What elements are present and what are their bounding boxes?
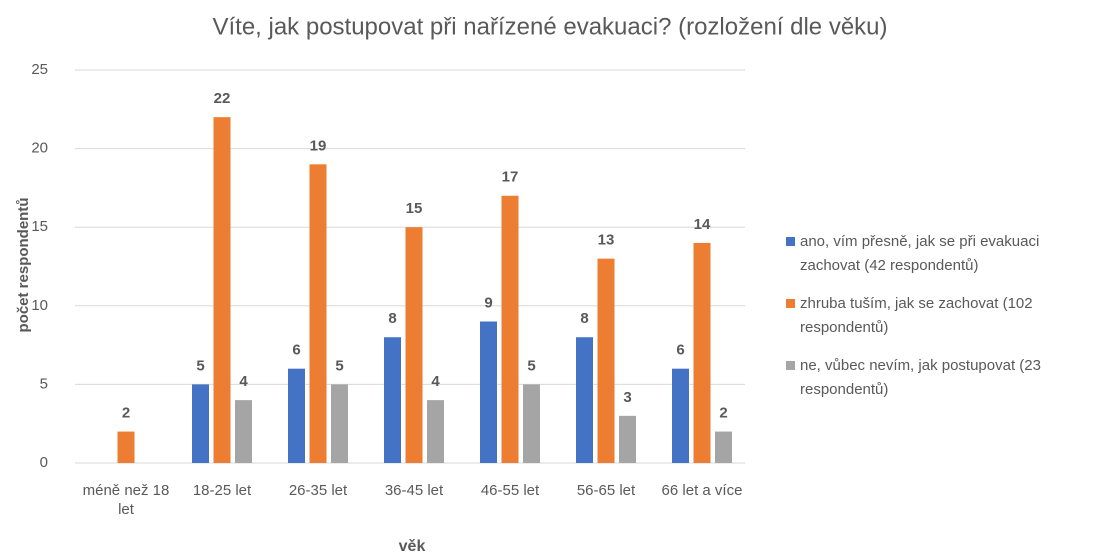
x-tick-label: 66 let a více: [661, 482, 743, 499]
x-tick-label: méně než 18 let: [82, 482, 170, 518]
x-tick-label: 56-65 let: [576, 482, 636, 499]
y-tick-label: 5: [40, 375, 48, 392]
x-tick-label: 36-45 let: [384, 482, 444, 499]
bar: [619, 415, 636, 463]
bar: [427, 400, 444, 463]
legend-entry: zhruba tuším, jak se zachovat (102 respo…: [786, 292, 1100, 340]
bar: [213, 117, 231, 463]
y-tick-label: 0: [40, 454, 48, 471]
data-label: 8: [388, 310, 396, 327]
data-label: 4: [431, 373, 440, 390]
chart-title: Víte, jak postupovat při nařízené evakua…: [212, 13, 887, 40]
bar: [235, 400, 252, 463]
y-tick-label: 25: [31, 61, 48, 78]
bar: [480, 321, 497, 463]
legend-swatch: [786, 299, 795, 308]
data-label: 9: [484, 294, 492, 311]
data-label: 17: [502, 169, 519, 186]
data-label: 5: [335, 357, 343, 374]
data-label: 6: [676, 342, 684, 359]
data-label: 15: [406, 200, 423, 217]
data-label: 14: [694, 216, 711, 233]
data-label: 2: [719, 405, 727, 422]
y-tick-label: 10: [31, 297, 48, 314]
data-label: 19: [310, 137, 327, 154]
bar: [715, 431, 732, 463]
y-tick-label: 20: [31, 140, 48, 157]
bar: [501, 195, 519, 463]
data-label: 5: [196, 357, 204, 374]
bar: [117, 431, 135, 463]
data-label: 8: [580, 310, 588, 327]
bar: [192, 384, 209, 463]
y-tick-label: 15: [31, 218, 48, 235]
bar: [309, 164, 327, 463]
bar: [597, 258, 615, 463]
y-axis-label: počet respondentů: [15, 197, 32, 332]
bar: [405, 227, 423, 463]
data-label: 2: [122, 405, 130, 422]
x-tick-label: 26-35 let: [288, 482, 348, 499]
data-label: 5: [527, 357, 535, 374]
x-axis-label: věk: [399, 538, 426, 555]
data-label: 6: [292, 342, 300, 359]
legend-entry: ano, vím přesně, jak se při evakuaci zac…: [786, 230, 1100, 278]
legend-swatch: [786, 361, 795, 370]
bar: [576, 337, 593, 463]
bar: [693, 242, 711, 463]
data-label: 3: [623, 389, 631, 406]
data-label: 4: [239, 373, 248, 390]
bar: [672, 368, 689, 463]
data-label: 13: [598, 232, 615, 249]
x-tick-label: 18-25 let: [192, 482, 252, 499]
data-label: 22: [214, 90, 231, 107]
legend-entry: ne, vůbec nevím, jak postupovat (23 resp…: [786, 354, 1100, 402]
x-tick-label: 46-55 let: [480, 482, 540, 499]
bar: [384, 337, 401, 463]
bar: [331, 384, 348, 463]
bar: [523, 384, 540, 463]
bar: [288, 368, 305, 463]
legend-swatch: [786, 237, 795, 246]
